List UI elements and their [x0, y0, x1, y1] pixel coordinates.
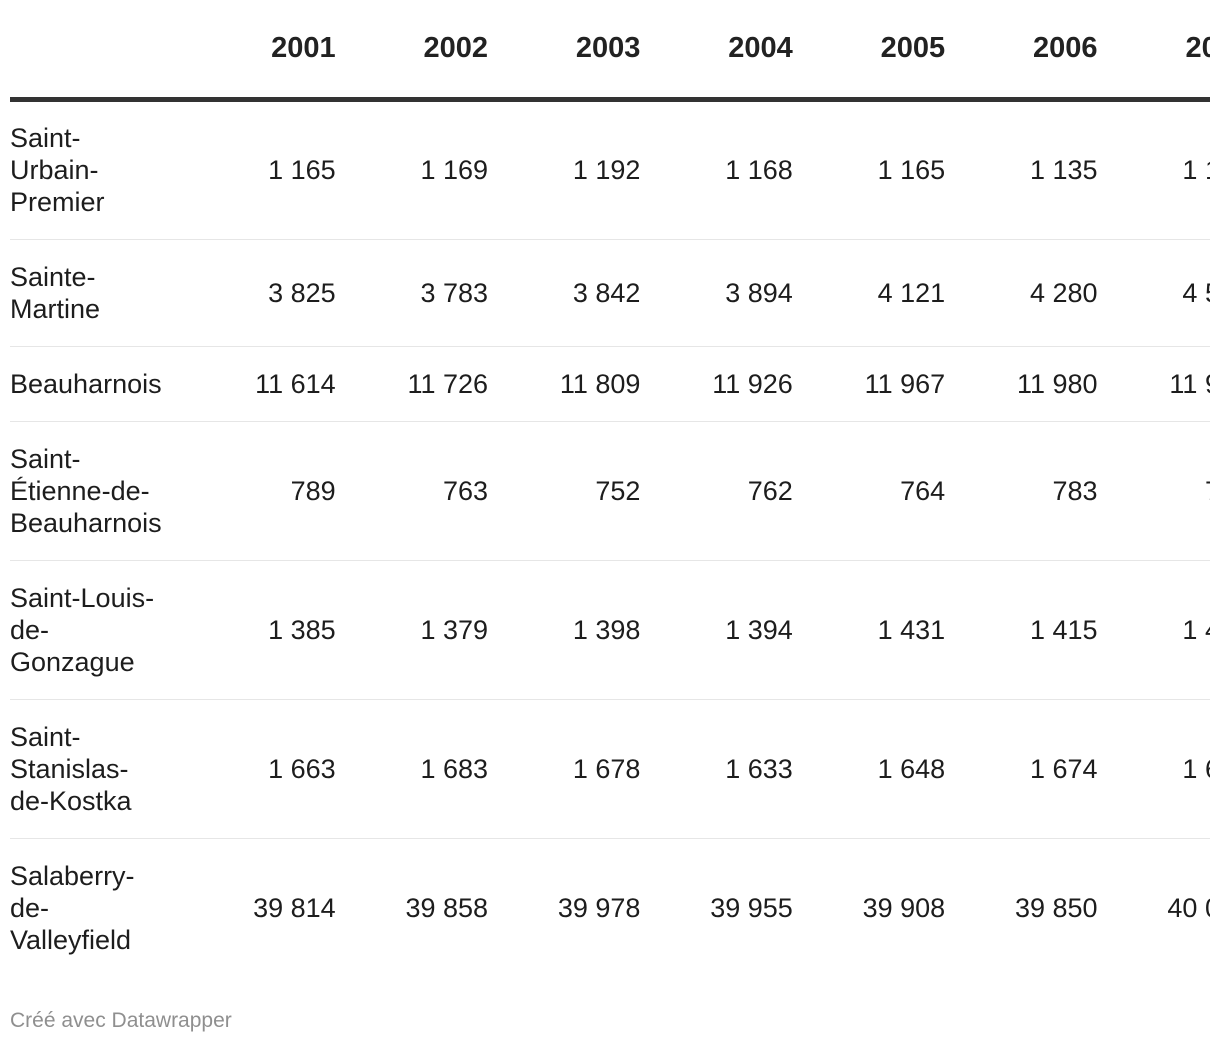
municipality-name-line: Stanislas- [10, 753, 129, 784]
value-cell-2006: 783 [945, 421, 1098, 561]
value-cell-2005: 4 121 [792, 239, 946, 347]
table-header-row: 2001 2002 2003 2004 2005 2006 2007 [10, 0, 1210, 102]
column-header-2007[interactable]: 2007 [1097, 0, 1210, 102]
municipality-name-line: de-Kostka [10, 785, 132, 816]
municipality-name-line: Saint- [10, 721, 81, 752]
value-cell-2006: 4 280 [945, 239, 1098, 347]
value-cell-2002: 3 783 [335, 239, 489, 347]
municipality-name-line: Saint- [10, 443, 81, 474]
table-row: Salaberry-de- Valleyfield 39 814 39 858 39 9… [10, 838, 1210, 977]
value-cell-2007: 4 513 [1097, 239, 1210, 347]
value-cell-2007: 1 646 [1097, 699, 1210, 839]
municipality-name-line: Beauharnois [10, 507, 162, 538]
value-cell-2001: 3 825 [183, 239, 336, 347]
value-cell-2002: 1 379 [335, 560, 489, 700]
value-cell-2004: 1 633 [640, 699, 793, 839]
municipality-name-line: Martine [10, 293, 101, 324]
municipality-name-line: Premier [10, 187, 105, 217]
value-cell-2003: 11 809 [488, 346, 641, 422]
value-cell-2005: 1 431 [792, 560, 946, 700]
value-cell-2007: 768 [1097, 421, 1210, 561]
value-cell-2006: 11 980 [945, 346, 1098, 422]
value-cell-2003: 752 [488, 421, 641, 561]
municipality-name-cell: Saint-Louis-de- Gonzague [10, 560, 184, 700]
value-cell-2003: 3 842 [488, 239, 641, 347]
value-cell-2005: 1 165 [792, 99, 946, 240]
value-cell-2001: 1 385 [183, 560, 336, 700]
column-header-2002[interactable]: 2002 [335, 0, 489, 102]
value-cell-2001: 11 614 [183, 346, 336, 422]
column-header-2004[interactable]: 2004 [640, 0, 793, 102]
value-cell-2001: 39 814 [253, 892, 336, 923]
value-cell-2003: 1 678 [488, 699, 641, 839]
value-cell-2001: 1 165 [183, 99, 336, 240]
value-cell-2006: 1 415 [945, 560, 1098, 700]
value-cell-2004: 3 894 [640, 239, 793, 347]
column-header-municipality[interactable] [10, 0, 184, 102]
municipality-name-line: Valleyfield [10, 924, 132, 955]
data-table: 2001 2002 2003 2004 2005 2006 2007 Saint… [10, 0, 1210, 977]
value-cell-2004: 39 955 [710, 892, 793, 923]
municipality-name-line: de- [10, 892, 50, 923]
value-cell-2003: 1 192 [488, 99, 641, 240]
value-cell-2005: 39 908 [862, 892, 946, 923]
value-cell-2002: 39 858 [405, 892, 489, 923]
value-cell-2006: 1 135 [945, 99, 1098, 240]
value-cell-2004: 11 926 [640, 346, 793, 422]
value-cell-2005: 11 967 [792, 346, 946, 422]
value-cell-2007: 40 007 [1167, 892, 1210, 923]
value-cell-2006: 1 674 [945, 699, 1098, 839]
municipality-name-cell: Saint- Urbain- Premier [10, 99, 184, 240]
value-cell-2001: 1 663 [183, 699, 336, 839]
value-cell-2007: 1 437 [1097, 560, 1210, 700]
value-cell-2002: 1 169 [335, 99, 489, 240]
table-row: Saint- Étienne-de- Beauharnois 789 763 752 762… [10, 421, 1210, 561]
data-table-wrapper: 2001 2002 2003 2004 2005 2006 2007 Saint… [10, 0, 1210, 977]
municipality-name-line: Étienne-de- [10, 475, 150, 506]
value-cell-2005: 764 [792, 421, 946, 561]
municipality-name-cell: Beauharnois [10, 346, 184, 422]
value-cell-2007: 11 976 [1097, 346, 1210, 422]
value-cell-2003: 1 398 [488, 560, 641, 700]
value-cell-2001: 789 [183, 421, 336, 561]
value-cell-2004: 1 394 [640, 560, 793, 700]
value-cell-2003: 39 978 [557, 892, 641, 923]
column-header-2003[interactable]: 2003 [488, 0, 641, 102]
table-row: Sainte- Martine 3 825 3 783 3 842 3 894 4 121 4… [10, 239, 1210, 347]
municipality-name-line: Sainte- [10, 261, 96, 292]
value-cell-2007: 1 121 [1097, 99, 1210, 240]
municipality-name-line: Saint-Louis- [10, 582, 155, 613]
datawrapper-credit[interactable]: Créé avec Datawrapper [10, 1009, 232, 1032]
table-row: Saint- Urbain- Premier 1 165 1 169 1 192 1 168… [10, 99, 1210, 240]
value-cell-2005: 1 648 [792, 699, 946, 839]
municipality-name-line: de- [10, 614, 50, 645]
value-cell-2004: 1 168 [640, 99, 793, 240]
column-header-2001[interactable]: 2001 [183, 0, 336, 102]
table-row: Saint- Stanislas-de-Kostka 1 663 1 683 1 678… [10, 699, 1210, 839]
value-cell-2002: 763 [335, 421, 489, 561]
municipality-name-line: Salaberry- [10, 860, 135, 891]
table-row: Saint-Louis-de- Gonzague 1 385 1 379 1 398 1 … [10, 560, 1210, 700]
municipality-name-cell: Saint- Stanislas-de-Kostka [10, 699, 184, 839]
column-header-2006[interactable]: 2006 [945, 0, 1098, 102]
value-cell-2002: 11 726 [335, 346, 489, 422]
municipality-name-line: Urbain- [10, 155, 99, 185]
municipality-name-cell: Saint- Étienne-de- Beauharnois [10, 421, 184, 561]
municipality-name-cell: Sainte- Martine [10, 239, 184, 347]
municipality-name-cell: Salaberry-de- Valleyfield [10, 838, 183, 977]
value-cell-2006: 39 850 [1014, 892, 1098, 923]
value-cell-2002: 1 683 [335, 699, 489, 839]
municipality-name-line: Gonzague [10, 646, 135, 677]
municipality-name-line: Saint- [10, 123, 81, 153]
municipality-name-line: Beauharnois [10, 368, 162, 399]
value-cell-2004: 762 [640, 421, 793, 561]
column-header-2005[interactable]: 2005 [792, 0, 946, 102]
table-row: Beauharnois 11 614 11 726 11 809 11 926 11 96… [10, 346, 1210, 422]
table-body: Saint- Urbain- Premier 1 165 1 169 1 192 1 168… [10, 99, 1210, 977]
